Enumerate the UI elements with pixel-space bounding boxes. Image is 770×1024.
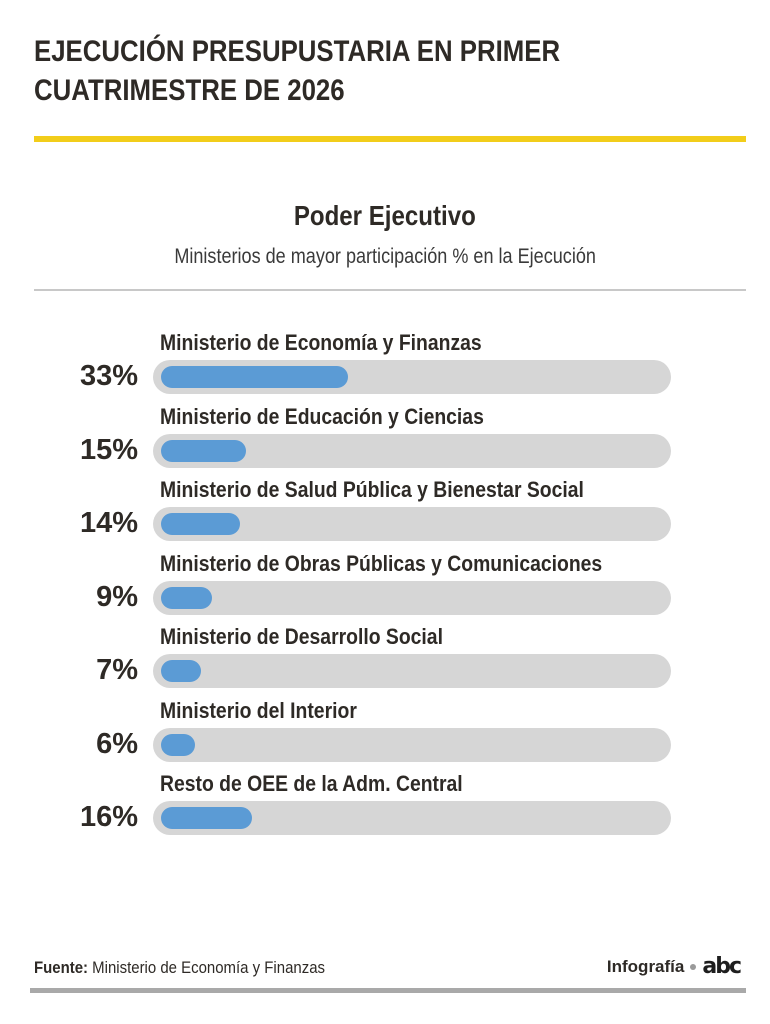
separator-dot bbox=[690, 964, 697, 970]
bar-row: Ministerio del Interior 6% bbox=[0, 698, 770, 772]
chart-title: Poder Ejecutivo bbox=[294, 200, 476, 231]
bar-value-label: 15% bbox=[79, 433, 138, 466]
source-note: Fuente: Ministerio de Economía y Finanza… bbox=[34, 958, 325, 978]
bar bbox=[161, 586, 212, 609]
bar-track bbox=[153, 801, 671, 835]
bar-value-label: 9% bbox=[96, 580, 138, 613]
bar-label: Ministerio del Interior bbox=[160, 697, 357, 723]
bar-label: Ministerio de Desarrollo Social bbox=[160, 624, 443, 649]
bar-chart: Ministerio de Economía y Finanzas 33% Mini… bbox=[0, 330, 770, 845]
page-title: EJECUCIÓN PRESUPUSTARIA EN PRIMER CUATRI… bbox=[34, 32, 636, 110]
bar-label: Ministerio de Economía y Finanzas bbox=[160, 330, 482, 355]
abc-logo: abc bbox=[702, 954, 742, 979]
credit: Infografía abc bbox=[606, 954, 742, 979]
bar bbox=[161, 513, 240, 535]
source-label: Fuente: bbox=[34, 958, 89, 977]
bar-row: Ministerio de Educación y Ciencias 15% bbox=[0, 404, 770, 478]
bar-label: Ministerio de Obras Públicas y Comunicac… bbox=[160, 550, 603, 576]
bar-row: Ministerio de Salud Pública y Bienestar … bbox=[0, 477, 770, 551]
title-line-2: CUATRIMESTRE DE 2026 bbox=[34, 74, 345, 107]
bar bbox=[161, 733, 195, 756]
bar-row: Ministerio de Obras Públicas y Comunicac… bbox=[0, 551, 770, 625]
bar-value-label: 6% bbox=[96, 727, 138, 760]
title-divider bbox=[34, 136, 746, 142]
bar-row: Ministerio de Desarrollo Social 7% bbox=[0, 624, 770, 698]
bar bbox=[161, 807, 252, 829]
credit-label: Infografía bbox=[606, 957, 685, 976]
bar-track bbox=[153, 433, 671, 468]
bar-track bbox=[153, 654, 671, 688]
bar-value-label: 7% bbox=[96, 654, 138, 686]
bar-label: Resto de OEE de la Adm. Central bbox=[160, 771, 463, 796]
bar-track bbox=[153, 580, 671, 615]
bar-track bbox=[153, 727, 671, 762]
bar-row: Ministerio de Economía y Finanzas 33% bbox=[0, 330, 770, 404]
bar-value-label: 33% bbox=[79, 360, 138, 392]
bar-value-label: 16% bbox=[79, 801, 138, 833]
bar-track bbox=[153, 360, 671, 394]
bar-value-label: 14% bbox=[79, 507, 138, 539]
bar-track bbox=[153, 507, 671, 541]
bar-row: Resto de OEE de la Adm. Central 16% bbox=[0, 771, 770, 845]
bar bbox=[161, 439, 246, 462]
bar bbox=[161, 660, 201, 682]
title-line-1: EJECUCIÓN PRESUPUSTARIA EN PRIMER bbox=[34, 35, 561, 68]
bar-label: Ministerio de Educación y Ciencias bbox=[160, 403, 484, 429]
bar bbox=[161, 366, 348, 388]
bar-label: Ministerio de Salud Pública y Bienestar … bbox=[160, 477, 584, 502]
footer-divider bbox=[30, 988, 746, 993]
subtitle-divider bbox=[34, 289, 746, 291]
chart-subtitle: Ministerios de mayor participación % en … bbox=[174, 245, 596, 268]
source-text: Ministerio de Economía y Finanzas bbox=[88, 958, 326, 977]
